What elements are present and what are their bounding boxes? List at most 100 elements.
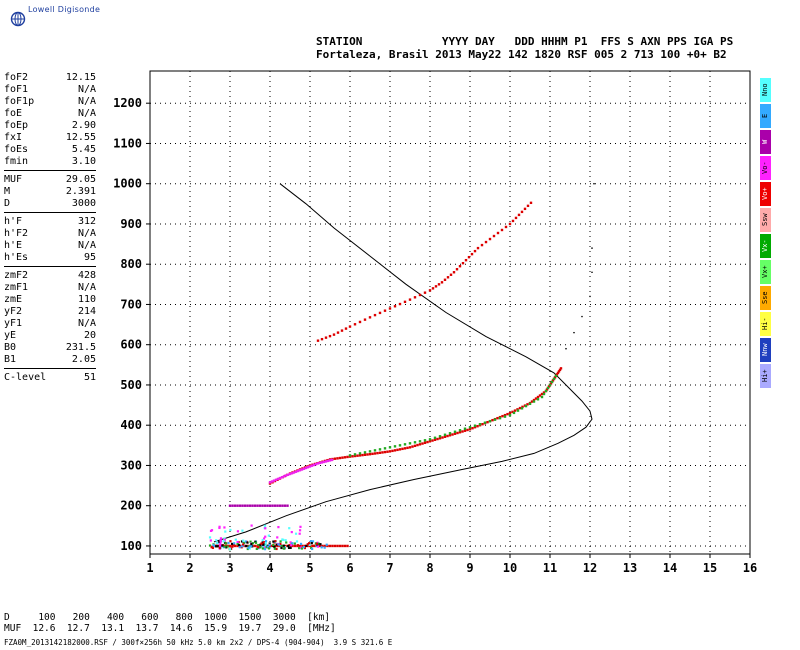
echo-point <box>346 544 349 548</box>
es-echo-point <box>234 538 237 541</box>
es-echo-point <box>254 541 258 544</box>
echo-point <box>368 316 372 319</box>
echo-point <box>336 544 339 548</box>
es-echo-point <box>219 540 222 543</box>
param-label: yF2 <box>4 306 23 317</box>
echo-point <box>283 504 287 507</box>
echo-point <box>243 544 247 548</box>
echo-point <box>386 450 389 453</box>
echo-point <box>263 504 267 507</box>
es-echo-point <box>285 541 288 544</box>
x-tick-label: 9 <box>466 561 473 575</box>
es-echo-point <box>229 540 232 543</box>
echo-point <box>373 452 377 455</box>
echo-point <box>540 395 544 399</box>
trace-point <box>589 295 591 298</box>
echo-point <box>478 422 482 426</box>
es-echo-point <box>209 539 212 542</box>
param-row: yF2 214 <box>4 306 96 318</box>
es-echo-point <box>279 540 282 543</box>
echo-point <box>532 398 536 402</box>
echo-point <box>438 437 442 440</box>
echo-point <box>453 432 457 435</box>
es-echo-point <box>250 542 253 546</box>
echo-point <box>500 228 504 232</box>
echo-point <box>503 413 507 417</box>
echo-point <box>558 368 562 372</box>
echo-point <box>545 388 549 391</box>
es-echo-point <box>246 547 249 551</box>
echo-point <box>514 216 518 220</box>
es-echo-point <box>282 547 285 550</box>
echo-point <box>511 410 514 414</box>
echo-point <box>268 504 272 507</box>
es-echo-point <box>308 543 311 546</box>
echo-point <box>278 504 282 507</box>
x-tick-label: 5 <box>306 561 313 575</box>
echo-point <box>256 504 259 507</box>
echo-point <box>549 382 553 385</box>
param-row: zmF1 N/A <box>4 282 96 294</box>
legend-label: Ssw <box>761 213 769 227</box>
echo-point <box>544 389 548 393</box>
echo-point <box>368 450 372 453</box>
legend-label: Hi- <box>761 317 769 331</box>
echo-point <box>363 318 367 321</box>
es-echo-point <box>223 538 226 541</box>
es-echo-point <box>261 547 265 550</box>
param-label: C-level <box>4 372 47 383</box>
es-echo-point <box>277 526 280 529</box>
x-tick-label: 11 <box>543 561 557 575</box>
echo-point <box>248 504 252 507</box>
echo-point <box>555 373 559 376</box>
digisonde-logo: Lowell Digisonde <box>6 2 126 27</box>
echo-point <box>446 434 449 438</box>
echo-point <box>378 451 382 454</box>
es-echo-point <box>218 546 221 550</box>
echo-point <box>302 467 306 470</box>
echo-point <box>504 225 508 229</box>
echo-point <box>468 428 472 431</box>
es-echo-point <box>299 542 303 546</box>
es-echo-point <box>242 543 245 546</box>
echo-point <box>246 504 249 507</box>
echo-point <box>441 436 444 439</box>
echo-point <box>491 418 494 422</box>
echo-point <box>473 426 477 429</box>
es-echo-point <box>293 542 296 545</box>
es-echo-point <box>323 546 326 549</box>
echo-point <box>446 276 450 279</box>
echo-point <box>553 376 557 379</box>
legend-label: Vx- <box>761 239 769 253</box>
header-columns: STATION YYYY DAY DDD HHHM P1 FFS S AXN P… <box>316 35 734 48</box>
param-row: M 2.391 <box>4 186 96 198</box>
es-echo-point <box>262 537 266 540</box>
param-label: foEp <box>4 120 29 131</box>
y-tick-label: 300 <box>120 458 142 472</box>
param-row: yF1 N/A <box>4 318 96 330</box>
echo-point <box>418 440 422 443</box>
echo-point <box>508 413 512 417</box>
polarization-legend: Nno E W Vo- Vo+ Ssw Vx- Vx+ Sse Hi- Nnw Hi+ <box>760 78 771 390</box>
legend-item: Hi+ <box>760 364 771 388</box>
x-tick-label: 4 <box>266 561 273 575</box>
legend-item: Ssw <box>760 208 771 232</box>
param-label: foEs <box>4 144 29 155</box>
es-echo-point <box>241 529 244 532</box>
echo-point <box>546 386 550 390</box>
es-echo-point <box>266 545 270 548</box>
es-echo-point <box>298 529 302 532</box>
echo-point <box>393 449 397 452</box>
echo-point <box>286 473 290 476</box>
legend-label: E <box>761 113 769 119</box>
echo-point <box>224 544 228 548</box>
echo-point <box>333 544 337 548</box>
echo-point <box>344 327 348 330</box>
echo-point <box>251 504 254 507</box>
param-row: foF1 N/A <box>4 84 96 96</box>
param-value: 2.05 <box>71 354 96 365</box>
echo-point <box>284 474 288 477</box>
echo-point <box>484 240 488 244</box>
es-echo-point <box>303 546 306 550</box>
echo-point <box>536 398 540 401</box>
